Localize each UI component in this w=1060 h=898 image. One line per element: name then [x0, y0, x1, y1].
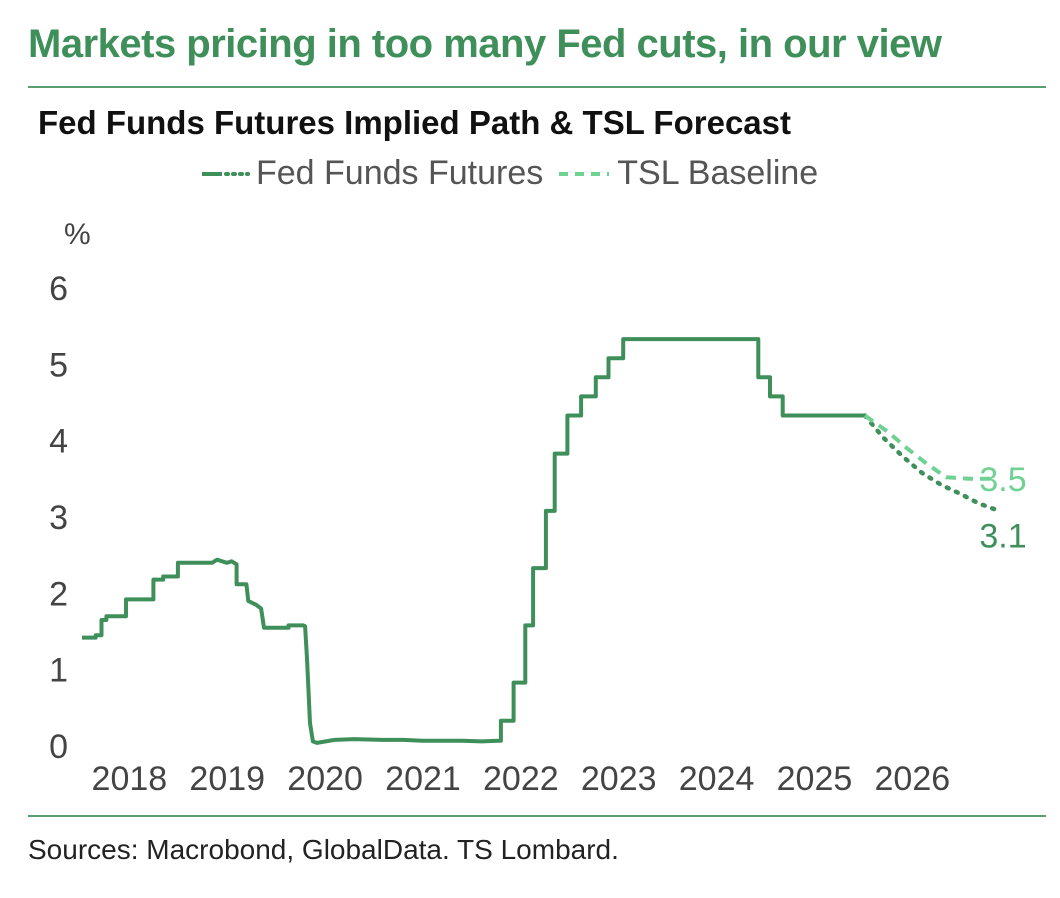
y-tick-label: 2 [49, 575, 68, 613]
x-tick-label: 2019 [189, 760, 265, 798]
legend-label-baseline: TSL Baseline [617, 154, 819, 192]
y-tick-label: 0 [49, 728, 68, 766]
legend: Fed Funds Futures TSL Baseline [200, 154, 832, 193]
y-tick-label: 4 [49, 423, 68, 461]
x-tick-label: 2018 [92, 760, 168, 798]
legend-label-futures: Fed Funds Futures [256, 154, 544, 192]
source-note: Sources: Macrobond, GlobalData. TS Lomba… [28, 834, 619, 865]
headline: Markets pricing in too many Fed cuts, in… [28, 22, 942, 66]
bottom-divider [28, 815, 1046, 817]
series-line-fed-funds-futures [82, 337, 865, 745]
chart-title: Fed Funds Futures Implied Path & TSL For… [38, 104, 791, 141]
y-tick-label: 1 [49, 652, 68, 690]
x-tick-label: 2023 [581, 760, 657, 798]
y-tick-label: 3 [49, 499, 68, 537]
x-tick-label: 2021 [385, 760, 461, 798]
y-axis-unit: % [64, 218, 91, 251]
y-tick-label: 5 [49, 346, 68, 384]
y-tick-label: 6 [49, 270, 68, 308]
x-tick-label: 2020 [287, 760, 363, 798]
x-tick-label: 2024 [679, 760, 755, 798]
x-tick-label: 2026 [875, 760, 951, 798]
legend-item-baseline: TSL Baseline [557, 154, 818, 193]
series-line-tsl-baseline [863, 413, 996, 481]
chart-plot-area: 0 1 2 3 4 5 6 2018 2019 2020 2021 2022 2023 2024 2025 2… [49, 270, 1027, 798]
legend-item-futures: Fed Funds Futures [200, 154, 543, 193]
legend-swatch-baseline [559, 171, 610, 176]
data-label: 3.5 [979, 461, 1026, 499]
x-tick-label: 2022 [483, 760, 559, 798]
top-divider [28, 86, 1046, 88]
x-tick-label: 2025 [777, 760, 853, 798]
legend-swatch-futures [202, 171, 250, 176]
series-line-fed-funds-futures-implied-path [862, 413, 998, 512]
data-label: 3.1 [979, 517, 1026, 555]
